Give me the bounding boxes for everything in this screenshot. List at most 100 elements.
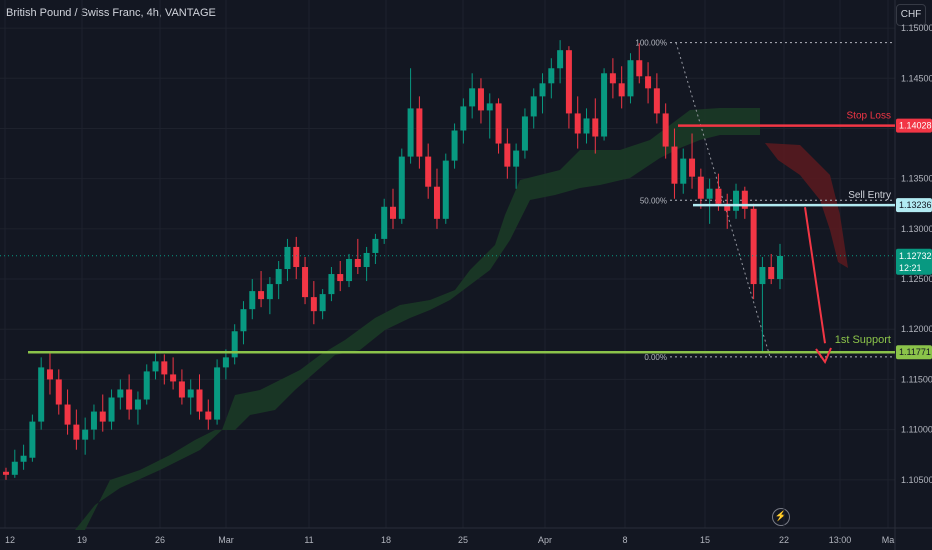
candle-body bbox=[108, 397, 115, 422]
time-tick-label: Apr bbox=[538, 535, 552, 545]
candle-body bbox=[249, 291, 256, 310]
price-tick-label: 1.11000 bbox=[901, 425, 932, 435]
candle-body bbox=[363, 252, 370, 268]
candle-body bbox=[152, 361, 159, 372]
candle-body bbox=[653, 88, 660, 114]
price-badge-countdown: 12:21 bbox=[899, 263, 922, 273]
candle-body bbox=[750, 208, 757, 285]
candle-body bbox=[29, 421, 36, 458]
price-tick-label: 1.13000 bbox=[901, 224, 932, 234]
candle-body bbox=[759, 267, 766, 285]
candle-body bbox=[134, 399, 141, 410]
candle-body bbox=[671, 146, 678, 184]
candle-body bbox=[372, 238, 379, 253]
candle-body bbox=[724, 203, 731, 211]
chart-title: British Pound / Swiss Franc, 4h, VANTAGE bbox=[6, 7, 216, 19]
candle-body bbox=[733, 190, 740, 211]
candle-body bbox=[328, 274, 335, 295]
candle-body bbox=[697, 176, 704, 199]
candle-body bbox=[284, 246, 291, 270]
price-badge-value: 1.14028 bbox=[899, 121, 932, 131]
candle-body bbox=[346, 258, 353, 282]
candle-body bbox=[126, 389, 133, 410]
candle-body bbox=[539, 83, 546, 97]
candle-body bbox=[433, 186, 440, 219]
time-tick-label: 19 bbox=[77, 535, 87, 545]
candle-body bbox=[513, 150, 520, 167]
time-tick-label: 11 bbox=[304, 535, 313, 545]
candle-body bbox=[381, 206, 388, 239]
sell-entry-label: Sell Entry bbox=[848, 190, 891, 201]
candle-body bbox=[73, 424, 80, 440]
candle-body bbox=[178, 381, 185, 398]
projection-arrow-head bbox=[815, 347, 832, 365]
candle-body bbox=[592, 118, 599, 137]
candle-body bbox=[557, 50, 564, 69]
candle-body bbox=[486, 103, 493, 111]
time-tick-label: 25 bbox=[458, 535, 468, 545]
time-tick-label: Mar bbox=[218, 535, 234, 545]
candle-body bbox=[293, 246, 300, 268]
candle-body bbox=[99, 411, 106, 422]
candle-body bbox=[680, 158, 687, 184]
time-tick-label: 26 bbox=[155, 535, 165, 545]
candle-body bbox=[741, 190, 748, 209]
stop-loss-label: Stop Loss bbox=[847, 111, 891, 122]
candle-body bbox=[117, 389, 124, 398]
price-badge-value: 1.11771 bbox=[899, 347, 931, 357]
price-badge-value: 1.12732 bbox=[899, 251, 932, 261]
price-tick-label: 1.11500 bbox=[901, 374, 932, 384]
time-tick-label: 18 bbox=[381, 535, 391, 545]
fib-level-label: 50.00% bbox=[640, 196, 667, 205]
candle-body bbox=[390, 206, 396, 219]
price-badge-entry bbox=[896, 198, 932, 213]
candle-body bbox=[90, 411, 97, 430]
candle-body bbox=[609, 73, 616, 84]
candle-body bbox=[521, 116, 528, 151]
candle-body bbox=[196, 389, 203, 412]
candle-body bbox=[469, 88, 476, 107]
candle-body bbox=[662, 113, 669, 147]
candle-body bbox=[354, 258, 361, 268]
support-label: 1st Support bbox=[835, 334, 891, 346]
candle-body bbox=[266, 284, 273, 300]
candle-body bbox=[302, 267, 309, 298]
ichimoku-cloud-bear bbox=[765, 143, 848, 268]
price-tick-label: 1.12000 bbox=[901, 324, 932, 334]
price-badge-value: 1.13236 bbox=[899, 200, 932, 210]
candle-body bbox=[407, 108, 414, 157]
lightning-icon[interactable]: ⚡ bbox=[772, 508, 790, 526]
candle-body bbox=[205, 411, 212, 420]
price-badge-support bbox=[896, 345, 932, 360]
candle-body bbox=[618, 83, 625, 97]
candle-body bbox=[143, 371, 150, 400]
candle-body bbox=[55, 379, 62, 405]
price-tick-label: 1.12500 bbox=[901, 274, 932, 284]
candle-body bbox=[768, 267, 775, 280]
price-badge-last bbox=[896, 248, 932, 275]
time-tick-label: 15 bbox=[700, 535, 710, 545]
candle-body bbox=[530, 96, 537, 117]
time-tick-label: 13:00 bbox=[829, 535, 852, 545]
price-tick-label: 1.15000 bbox=[901, 23, 932, 33]
candle-body bbox=[416, 108, 423, 157]
time-tick-label: Ma bbox=[882, 535, 895, 545]
candle-body bbox=[310, 297, 317, 312]
candle-body bbox=[451, 130, 458, 161]
candle-body bbox=[565, 50, 572, 114]
price-tick-label: 1.13500 bbox=[901, 174, 932, 184]
candle-body bbox=[337, 274, 344, 282]
fib-trend-line bbox=[675, 42, 771, 357]
candle-body bbox=[170, 374, 177, 382]
candle-body bbox=[20, 455, 27, 462]
price-tick-label: 1.10500 bbox=[901, 475, 932, 485]
candle-body bbox=[319, 294, 326, 312]
candle-body bbox=[46, 369, 53, 380]
candle-body bbox=[442, 160, 449, 219]
candle-body bbox=[495, 103, 502, 144]
price-badge-stop bbox=[896, 118, 932, 133]
ichimoku-cloud-bull bbox=[75, 108, 760, 530]
candle-body bbox=[706, 188, 713, 199]
currency-button[interactable]: CHF bbox=[896, 4, 926, 26]
